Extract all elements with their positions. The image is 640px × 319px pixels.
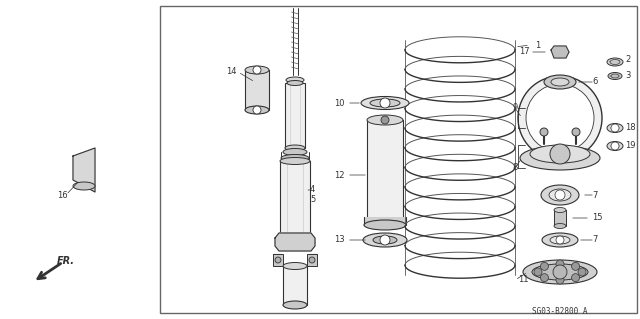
Ellipse shape xyxy=(363,233,407,247)
Ellipse shape xyxy=(554,207,566,212)
Text: FR.: FR. xyxy=(57,256,75,266)
Ellipse shape xyxy=(283,149,307,155)
Text: 6: 6 xyxy=(593,78,598,86)
Text: 4: 4 xyxy=(310,186,316,195)
Ellipse shape xyxy=(361,97,409,109)
Polygon shape xyxy=(551,46,569,58)
Ellipse shape xyxy=(544,75,576,89)
Circle shape xyxy=(253,66,261,74)
Ellipse shape xyxy=(285,145,305,151)
Circle shape xyxy=(540,128,548,136)
Ellipse shape xyxy=(245,106,269,114)
Text: 19: 19 xyxy=(625,142,636,151)
Ellipse shape xyxy=(611,74,619,78)
Bar xyxy=(367,120,403,225)
Text: 14: 14 xyxy=(227,68,237,77)
Text: 1: 1 xyxy=(535,41,540,49)
Text: 2: 2 xyxy=(625,56,630,64)
Circle shape xyxy=(555,190,565,200)
Ellipse shape xyxy=(608,72,622,79)
Circle shape xyxy=(526,84,594,152)
Ellipse shape xyxy=(530,145,590,163)
Ellipse shape xyxy=(245,66,269,74)
Circle shape xyxy=(556,276,564,284)
Circle shape xyxy=(572,262,580,270)
Circle shape xyxy=(540,274,548,282)
Polygon shape xyxy=(275,233,315,251)
Text: 12: 12 xyxy=(335,170,345,180)
Ellipse shape xyxy=(532,264,588,280)
Polygon shape xyxy=(73,148,95,192)
Text: 16: 16 xyxy=(58,190,68,199)
Ellipse shape xyxy=(286,77,304,83)
Circle shape xyxy=(380,235,390,245)
Ellipse shape xyxy=(542,233,578,247)
Text: 15: 15 xyxy=(592,213,602,222)
Bar xyxy=(307,254,317,266)
Circle shape xyxy=(556,260,564,268)
Text: 7: 7 xyxy=(593,190,598,199)
Ellipse shape xyxy=(541,185,579,205)
Text: 9: 9 xyxy=(513,103,518,113)
Ellipse shape xyxy=(283,263,307,270)
Circle shape xyxy=(380,98,390,108)
Bar xyxy=(283,266,307,305)
Ellipse shape xyxy=(370,99,400,107)
Circle shape xyxy=(275,257,281,263)
Ellipse shape xyxy=(550,236,570,244)
Ellipse shape xyxy=(287,80,303,85)
Ellipse shape xyxy=(607,123,623,132)
Bar xyxy=(364,217,406,225)
Text: 13: 13 xyxy=(334,235,345,244)
Ellipse shape xyxy=(554,224,566,228)
Text: 10: 10 xyxy=(335,99,345,108)
Circle shape xyxy=(540,262,548,270)
Bar xyxy=(285,83,305,148)
Ellipse shape xyxy=(373,236,397,244)
Bar xyxy=(245,70,269,110)
Bar xyxy=(160,6,637,313)
Bar xyxy=(554,210,566,226)
Circle shape xyxy=(611,142,619,150)
Ellipse shape xyxy=(280,158,310,165)
Ellipse shape xyxy=(367,115,403,125)
Circle shape xyxy=(553,265,567,279)
Ellipse shape xyxy=(73,182,95,190)
Circle shape xyxy=(611,124,619,132)
Text: 8: 8 xyxy=(513,164,518,173)
Text: 11: 11 xyxy=(518,276,529,285)
Ellipse shape xyxy=(520,146,600,170)
Circle shape xyxy=(572,128,580,136)
Text: 17: 17 xyxy=(520,48,530,56)
Ellipse shape xyxy=(523,260,597,284)
Ellipse shape xyxy=(610,60,620,64)
Text: 18: 18 xyxy=(625,123,636,132)
Circle shape xyxy=(253,106,261,114)
Ellipse shape xyxy=(283,301,307,309)
Ellipse shape xyxy=(364,220,406,230)
Text: 5: 5 xyxy=(310,196,316,204)
Ellipse shape xyxy=(607,142,623,151)
Ellipse shape xyxy=(549,189,571,201)
Circle shape xyxy=(556,236,564,244)
Circle shape xyxy=(550,144,570,164)
Circle shape xyxy=(572,274,580,282)
Text: 3: 3 xyxy=(625,71,630,80)
Circle shape xyxy=(381,116,389,124)
Circle shape xyxy=(518,76,602,160)
Bar xyxy=(280,161,310,240)
Circle shape xyxy=(309,257,315,263)
Ellipse shape xyxy=(551,78,569,86)
Text: 7: 7 xyxy=(593,235,598,244)
Text: SG03-B2800 A: SG03-B2800 A xyxy=(532,308,588,316)
Circle shape xyxy=(578,268,586,276)
Circle shape xyxy=(534,268,542,276)
Bar xyxy=(273,254,283,266)
Ellipse shape xyxy=(607,58,623,66)
Ellipse shape xyxy=(281,154,309,161)
